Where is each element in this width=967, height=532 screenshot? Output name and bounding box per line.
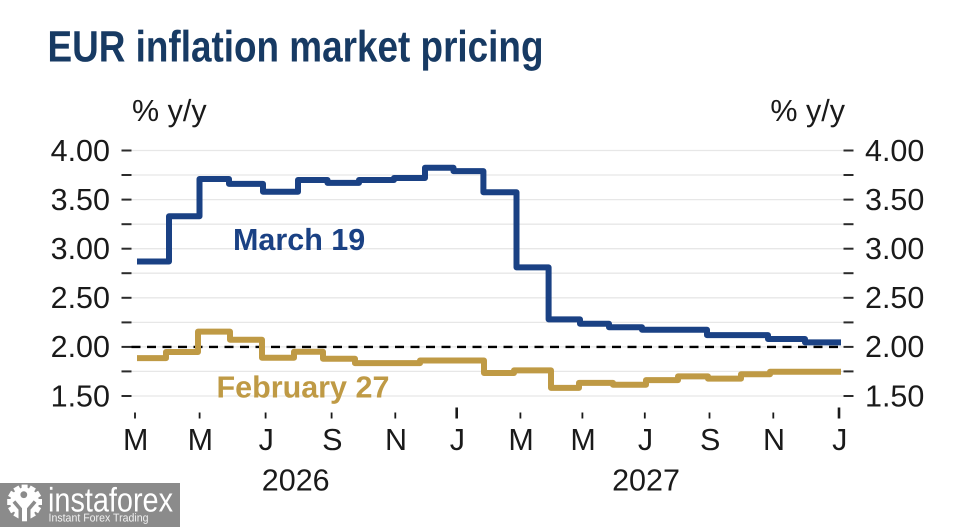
svg-text:S: S	[322, 423, 342, 457]
svg-text:March 19: March 19	[233, 223, 365, 257]
svg-text:2026: 2026	[262, 464, 330, 498]
svg-text:EUR inflation market pricing: EUR inflation market pricing	[48, 23, 544, 72]
svg-text:J: J	[832, 423, 847, 457]
svg-text:February 27: February 27	[217, 371, 390, 405]
svg-text:3.50: 3.50	[51, 183, 110, 217]
svg-text:3.00: 3.00	[865, 232, 924, 266]
svg-text:M: M	[508, 423, 533, 457]
svg-text:2.00: 2.00	[865, 330, 924, 364]
svg-text:instaforex: instaforex	[48, 482, 173, 520]
svg-text:2.50: 2.50	[865, 281, 924, 315]
svg-text:J: J	[259, 423, 274, 457]
svg-text:N: N	[763, 423, 785, 457]
svg-text:1.50: 1.50	[51, 379, 110, 413]
svg-text:1.50: 1.50	[865, 379, 924, 413]
svg-text:2027: 2027	[612, 464, 680, 498]
svg-text:2.50: 2.50	[51, 281, 110, 315]
svg-text:J: J	[638, 423, 653, 457]
svg-text:3.50: 3.50	[865, 183, 924, 217]
svg-text:Instant Forex Trading: Instant Forex Trading	[49, 513, 149, 525]
svg-text:M: M	[123, 423, 148, 457]
svg-text:4.00: 4.00	[865, 134, 924, 168]
svg-text:4.00: 4.00	[51, 134, 110, 168]
svg-text:3.00: 3.00	[51, 232, 110, 266]
svg-text:% y/y: % y/y	[770, 94, 845, 128]
svg-text:2.00: 2.00	[51, 330, 110, 364]
svg-text:J: J	[450, 423, 465, 457]
svg-text:M: M	[188, 423, 213, 457]
svg-text:M: M	[570, 423, 595, 457]
svg-text:S: S	[700, 423, 720, 457]
svg-text:N: N	[385, 423, 407, 457]
svg-text:% y/y: % y/y	[132, 94, 207, 128]
